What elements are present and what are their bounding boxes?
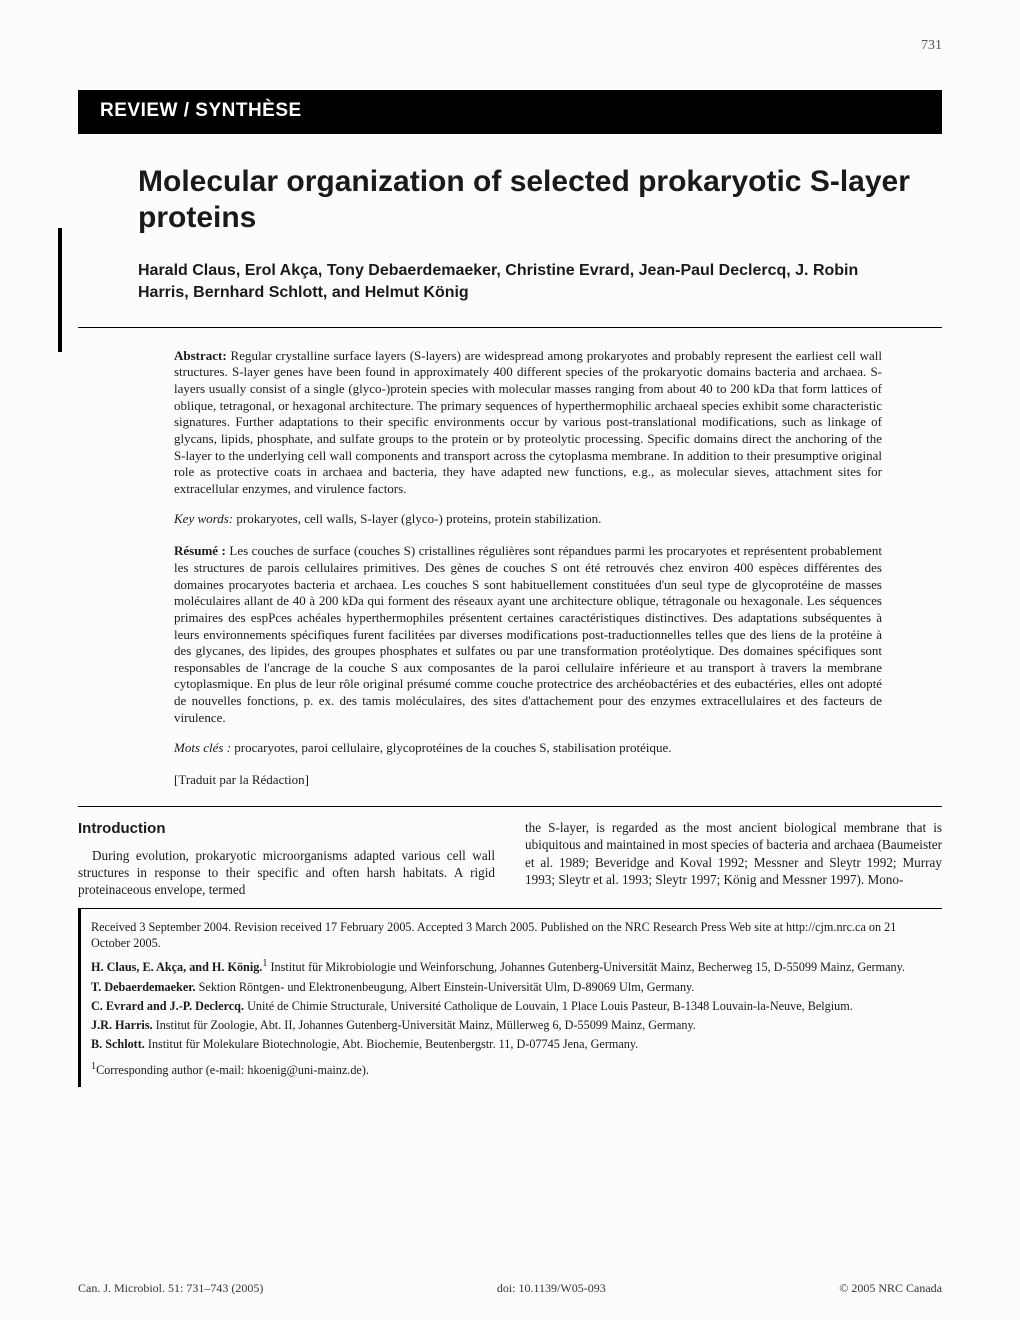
affil-3-text: Unité de Chimie Structurale, Université … [244, 999, 853, 1013]
received-line: Received 3 September 2004. Revision rece… [91, 919, 936, 951]
left-margin-tab [58, 228, 62, 352]
resume-label: Résumé : [174, 543, 226, 558]
affil-4-names: J.R. Harris. [91, 1018, 153, 1032]
abstract-fr: Résumé : Les couches de surface (couches… [174, 543, 882, 726]
footer-doi: doi: 10.1139/W05-093 [497, 1281, 606, 1296]
affil-4-text: Institut für Zoologie, Abt. II, Johannes… [153, 1018, 696, 1032]
column-left: Introduction During evolution, prokaryot… [78, 819, 495, 898]
keywords-text: prokaryotes, cell walls, S-layer (glyco-… [233, 511, 601, 526]
affil-3-names: C. Evrard and J.-P. Declercq. [91, 999, 244, 1013]
affil-5-names: B. Schlott. [91, 1037, 145, 1051]
abstract-text: Regular crystalline surface layers (S-la… [174, 348, 882, 496]
section-banner: REVIEW / SYNTHÈSE [78, 90, 942, 134]
keywords-fr: Mots clés : procaryotes, paroi cellulair… [174, 740, 882, 756]
abstract-label: Abstract: [174, 348, 227, 363]
body-columns: Introduction During evolution, prokaryot… [78, 819, 942, 898]
motscles-text: procaryotes, paroi cellulaire, glycoprot… [231, 740, 671, 755]
abstract-en: Abstract: Regular crystalline surface la… [174, 348, 882, 498]
intro-paragraph-right: the S-layer, is regarded as the most anc… [525, 819, 942, 888]
affiliation-box: Received 3 September 2004. Revision rece… [78, 908, 942, 1087]
article-title: Molecular organization of selected proka… [138, 164, 942, 236]
affil-2-names: T. Debaerdemaeker. [91, 980, 196, 994]
translated-note: [Traduit par la Rédaction] [174, 772, 882, 788]
footer-copyright: © 2005 NRC Canada [839, 1281, 942, 1296]
affil-1-text: Institut für Mikrobiologie und Weinforsc… [267, 961, 904, 975]
author-list: Harald Claus, Erol Akça, Tony Debaerdema… [138, 260, 898, 305]
body-rule [78, 806, 942, 807]
section-banner-label: REVIEW / SYNTHÈSE [100, 100, 302, 121]
keywords-en: Key words: prokaryotes, cell walls, S-la… [174, 511, 882, 527]
affil-5-text: Institut für Molekulare Biotechnologie, … [145, 1037, 638, 1051]
affil-1-names: H. Claus, E. Akça, and H. König. [91, 961, 262, 975]
corresponding-author: Corresponding author (e-mail: hkoenig@un… [96, 1063, 369, 1077]
introduction-heading: Introduction [78, 819, 495, 839]
keywords-label: Key words: [174, 511, 233, 526]
page-footer: Can. J. Microbiol. 51: 731–743 (2005) do… [78, 1281, 942, 1296]
motscles-label: Mots clés : [174, 740, 231, 755]
page-number: 731 [921, 38, 942, 54]
intro-paragraph-left: During evolution, prokaryotic microorgan… [78, 847, 495, 898]
resume-text: Les couches de surface (couches S) crist… [174, 543, 882, 724]
footer-journal: Can. J. Microbiol. 51: 731–743 (2005) [78, 1281, 263, 1296]
column-right: the S-layer, is regarded as the most anc… [525, 819, 942, 898]
title-rule [78, 327, 942, 328]
affil-2-text: Sektion Röntgen- und Elektronenbeugung, … [196, 980, 695, 994]
